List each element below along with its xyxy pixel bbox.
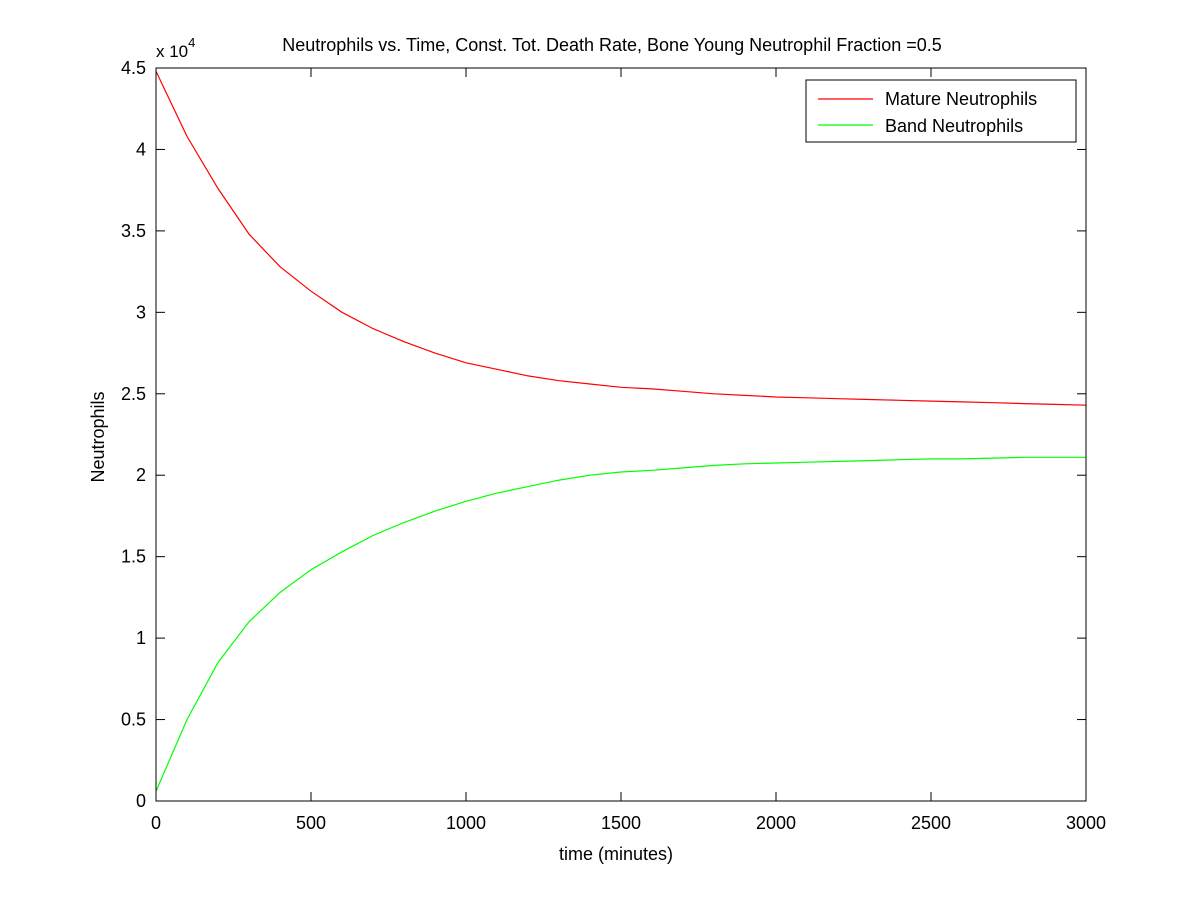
tick-layer: 0 500 1000 1500 2000 2500 3000 0 0.5 1 1.5 2 2.5 3 3.5… bbox=[121, 58, 1106, 833]
chart-title: Neutrophils vs. Time, Const. Tot. Death … bbox=[282, 35, 942, 55]
axes-background bbox=[156, 68, 1086, 801]
x-tick-label: 2500 bbox=[911, 813, 951, 833]
x-tick-label: 500 bbox=[296, 813, 326, 833]
y-exponent-power: 4 bbox=[188, 35, 195, 50]
series-layer bbox=[155, 71, 1087, 792]
x-tick-label: 0 bbox=[151, 813, 161, 833]
y-tick-label: 2.5 bbox=[121, 384, 146, 404]
legend-label-band-neutrophils: Band Neutrophils bbox=[885, 116, 1023, 136]
y-axis-label: Neutrophils bbox=[88, 391, 108, 482]
y-tick-label: 1 bbox=[136, 628, 146, 648]
series-line-mature-neutrophils bbox=[155, 71, 1087, 406]
legend: Mature Neutrophils Band Neutrophils bbox=[805, 79, 1077, 143]
x-tick-label: 2000 bbox=[756, 813, 796, 833]
x-tick-label: 1500 bbox=[601, 813, 641, 833]
legend-label-mature-neutrophils: Mature Neutrophils bbox=[885, 89, 1037, 109]
y-tick-label: 2 bbox=[136, 465, 146, 485]
y-tick-label: 4 bbox=[136, 139, 146, 159]
x-axis-label: time (minutes) bbox=[559, 844, 673, 864]
y-tick-label: 3.5 bbox=[121, 221, 146, 241]
y-tick-label: 0 bbox=[136, 791, 146, 811]
x-tick-label: 1000 bbox=[446, 813, 486, 833]
y-tick-label: 3 bbox=[136, 302, 146, 322]
legend-box bbox=[805, 79, 1077, 143]
y-tick-label: 4.5 bbox=[121, 58, 146, 78]
y-tick-label: 0.5 bbox=[121, 710, 146, 730]
y-exponent-label: x 104 bbox=[156, 35, 195, 61]
series-line-band-neutrophils bbox=[155, 456, 1086, 792]
y-exponent-base: x 10 bbox=[156, 42, 188, 61]
x-tick-label: 3000 bbox=[1066, 813, 1106, 833]
y-tick-label: 1.5 bbox=[121, 547, 146, 567]
